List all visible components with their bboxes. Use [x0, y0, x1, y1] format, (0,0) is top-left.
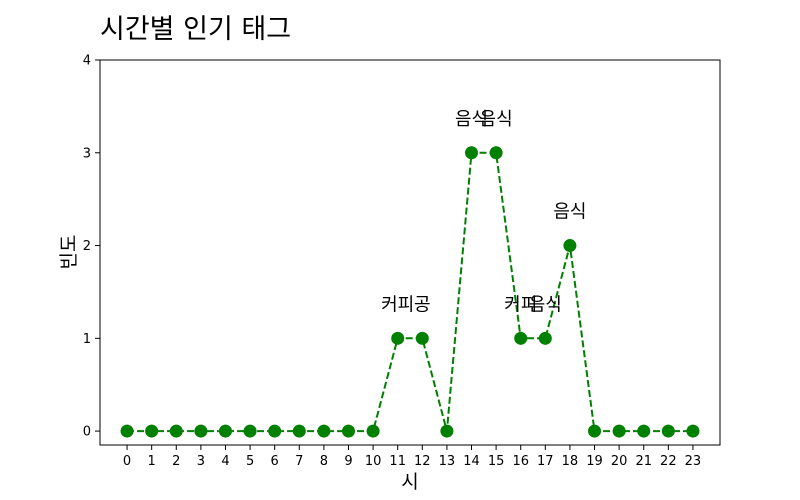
series-line — [127, 151, 693, 433]
x-tick-label: 7 — [295, 454, 303, 469]
point-annotation: 음식 — [480, 109, 513, 130]
x-tick-label: 12 — [414, 454, 431, 469]
data-point — [563, 239, 577, 253]
point-annotation: 음식 — [553, 202, 586, 223]
data-point — [391, 331, 405, 345]
x-axis-label: 시 — [401, 471, 418, 493]
x-tick-label: 9 — [344, 454, 352, 469]
x-tick-label: 5 — [246, 454, 254, 469]
data-point — [120, 424, 134, 438]
point-annotation: 음식 — [455, 109, 488, 130]
x-tick-label: 22 — [660, 454, 677, 469]
data-point — [243, 424, 257, 438]
x-tick-label: 17 — [537, 454, 554, 469]
data-point — [145, 424, 159, 438]
data-point — [514, 331, 528, 345]
x-axis: 0 1 2 3 4 5 6 7 8 9 10 11 12 13 14 15 16 17 18 19 20 21 22 23 — [123, 445, 701, 469]
x-tick-label: 18 — [562, 454, 579, 469]
y-tick-label: 1 — [83, 332, 91, 347]
x-tick-label: 4 — [221, 454, 229, 469]
x-tick-label: 11 — [389, 454, 406, 469]
y-tick-label: 3 — [83, 146, 91, 161]
data-point — [341, 424, 355, 438]
point-annotation: 공 — [414, 294, 431, 315]
chart-title: 시간별 인기 태그 — [100, 14, 291, 45]
x-tick-label: 16 — [512, 454, 529, 469]
x-tick-label: 23 — [685, 454, 702, 469]
x-tick-label: 13 — [439, 454, 456, 469]
y-axis: 0 1 2 3 4 — [83, 54, 100, 440]
data-point — [588, 424, 602, 438]
data-point — [465, 146, 479, 160]
data-point — [366, 424, 380, 438]
x-tick-label: 15 — [488, 454, 505, 469]
data-point — [415, 331, 429, 345]
x-tick-label: 10 — [365, 454, 382, 469]
plot-frame — [99, 59, 721, 446]
x-tick-label: 20 — [611, 454, 628, 469]
data-point — [268, 424, 282, 438]
point-annotation: 음식 — [529, 294, 562, 315]
data-point — [194, 424, 208, 438]
data-point — [292, 424, 306, 438]
x-tick-label: 2 — [172, 454, 180, 469]
y-tick-label: 2 — [83, 239, 91, 254]
series-layer — [120, 146, 700, 438]
x-tick-label: 6 — [271, 454, 279, 469]
x-tick-label: 19 — [586, 454, 603, 469]
data-point — [612, 424, 626, 438]
data-point — [686, 424, 700, 438]
data-point — [538, 331, 552, 345]
data-point — [661, 424, 675, 438]
x-tick-label: 0 — [123, 454, 131, 469]
x-tick-label: 14 — [463, 454, 480, 469]
point-annotation: 커피 — [381, 294, 414, 315]
y-tick-label: 4 — [83, 54, 91, 69]
y-tick-label: 0 — [83, 425, 91, 440]
x-tick-label: 1 — [148, 454, 156, 469]
x-tick-label: 8 — [320, 454, 328, 469]
data-point — [489, 146, 503, 160]
x-tick-label: 21 — [635, 454, 652, 469]
y-axis-label: 빈도 — [58, 235, 80, 270]
data-point — [637, 424, 651, 438]
data-point — [440, 424, 454, 438]
point-annotation: 커피 — [504, 294, 537, 315]
data-point — [169, 424, 183, 438]
data-point — [317, 424, 331, 438]
x-tick-label: 3 — [197, 454, 205, 469]
data-point — [218, 424, 232, 438]
